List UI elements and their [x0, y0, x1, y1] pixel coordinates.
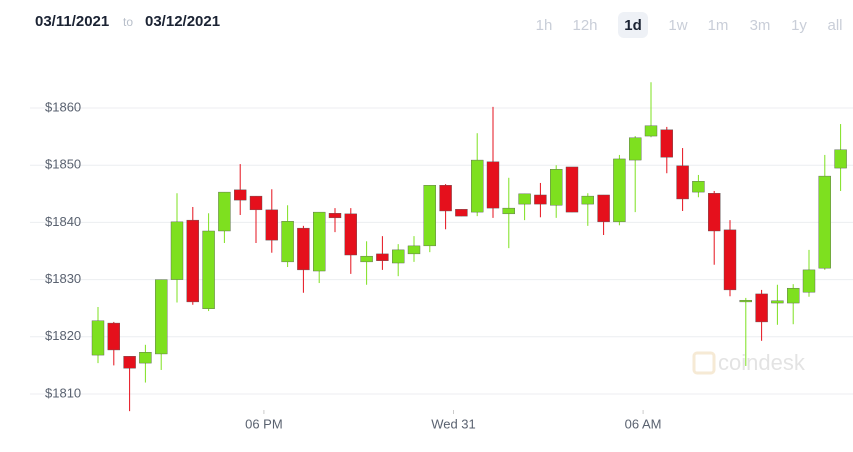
date-from: 03/11/2021 — [35, 13, 109, 30]
candle-body — [550, 169, 563, 206]
candle-body — [629, 137, 642, 161]
candle-body — [455, 209, 468, 217]
candle-body — [233, 189, 247, 201]
candle-body — [660, 129, 673, 158]
range-button[interactable]: 3m — [750, 17, 771, 34]
candle-body — [565, 166, 579, 213]
candle-body — [613, 158, 626, 223]
candle-body — [581, 195, 594, 205]
candle-body — [692, 181, 705, 193]
candle-body — [265, 209, 278, 241]
range-button[interactable]: 1d — [624, 17, 642, 34]
range-button[interactable]: 1w — [668, 17, 687, 34]
candle-body — [313, 211, 326, 272]
candle-body — [360, 255, 373, 263]
candle-body — [344, 213, 357, 256]
candle-body — [328, 213, 342, 219]
candle-body — [739, 299, 752, 303]
candle-body — [534, 194, 547, 205]
candle-body — [802, 269, 816, 293]
candle-body — [423, 185, 436, 247]
watermark-text: coindesk — [718, 350, 806, 375]
candle-body — [518, 193, 531, 205]
candle-body — [91, 320, 105, 356]
candle-body — [107, 322, 121, 351]
date-sep: to — [123, 15, 133, 29]
y-tick-label: $1820 — [45, 328, 81, 343]
candle-body — [818, 175, 831, 269]
range-button[interactable]: all — [827, 17, 842, 34]
range-button[interactable]: 12h — [572, 17, 597, 34]
watermark-logo — [692, 351, 716, 375]
y-tick-label: $1850 — [45, 157, 81, 172]
watermark: coindesk — [692, 350, 806, 375]
candle-body — [123, 356, 136, 369]
candle-body — [676, 165, 689, 200]
candle-body — [486, 161, 500, 209]
candle-body — [787, 287, 800, 304]
y-tick-label: $1860 — [45, 99, 81, 114]
candle-body — [202, 230, 215, 309]
x-tick-label: 06 PM — [245, 416, 283, 431]
range-button[interactable]: 1y — [791, 17, 807, 34]
candle-body — [723, 229, 737, 291]
range-selected-bg — [618, 12, 648, 38]
candle-body — [708, 193, 721, 232]
candle-body — [154, 279, 168, 355]
candle-body — [771, 300, 784, 304]
y-tick-label: $1810 — [45, 385, 81, 400]
candle-body — [170, 221, 184, 280]
candle-body — [186, 219, 200, 303]
candle-body — [439, 185, 452, 212]
range-button[interactable]: 1h — [536, 17, 553, 34]
candle-body — [218, 191, 231, 232]
candle-body — [281, 221, 294, 263]
candle-body — [834, 149, 847, 169]
candle-body — [376, 253, 389, 261]
x-tick-label: 06 AM — [625, 416, 662, 431]
candle-body — [249, 195, 263, 211]
candle-body — [297, 227, 310, 271]
candle-body — [502, 207, 515, 215]
y-tick-label: $1830 — [45, 271, 81, 286]
candle-body — [755, 293, 768, 323]
candle-body — [471, 159, 484, 213]
candle-body — [139, 352, 152, 364]
candle-body — [644, 125, 658, 137]
date-to: 03/12/2021 — [145, 13, 220, 30]
y-tick-label: $1840 — [45, 214, 81, 229]
x-tick-label: Wed 31 — [431, 416, 476, 431]
candle-body — [407, 245, 421, 255]
candle-body — [597, 194, 610, 223]
range-button[interactable]: 1m — [708, 17, 729, 34]
candle-body — [392, 249, 405, 264]
